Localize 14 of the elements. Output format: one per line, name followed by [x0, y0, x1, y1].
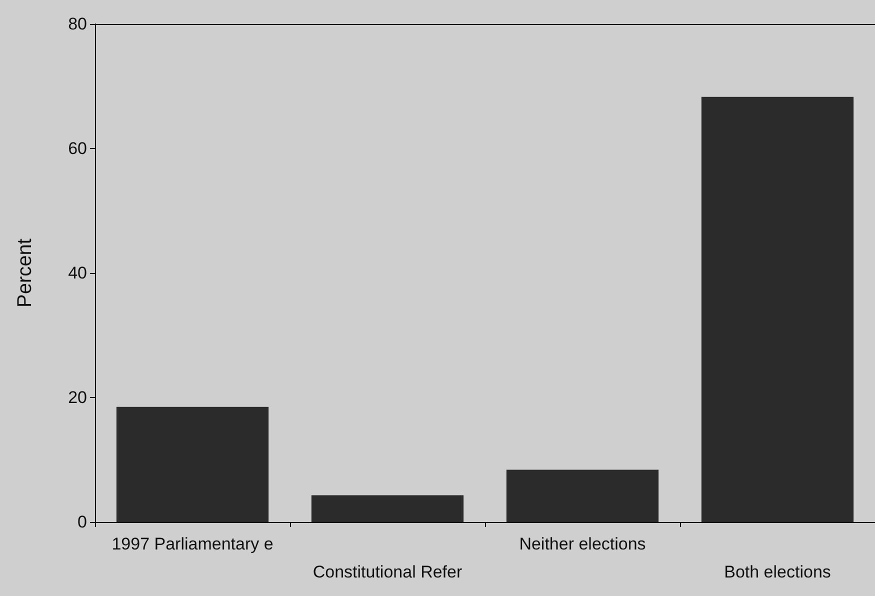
- y-tick-label: 60: [68, 139, 87, 158]
- x-tick-label: Both elections: [724, 562, 831, 582]
- bar: [311, 495, 464, 522]
- y-tick-label: 80: [68, 14, 87, 34]
- x-tick-label: Neither elections: [519, 534, 646, 554]
- x-tick-label: 1997 Parliamentary e: [112, 534, 274, 554]
- y-axis-title: Percent: [14, 238, 36, 308]
- bar: [116, 406, 269, 522]
- bar: [701, 96, 854, 522]
- y-tick-label: 40: [68, 264, 87, 282]
- y-tick-label: 20: [68, 388, 87, 407]
- x-tick-label: Constitutional Refer: [312, 562, 462, 582]
- bar: [506, 470, 659, 522]
- y-tick-label: 0: [78, 512, 87, 532]
